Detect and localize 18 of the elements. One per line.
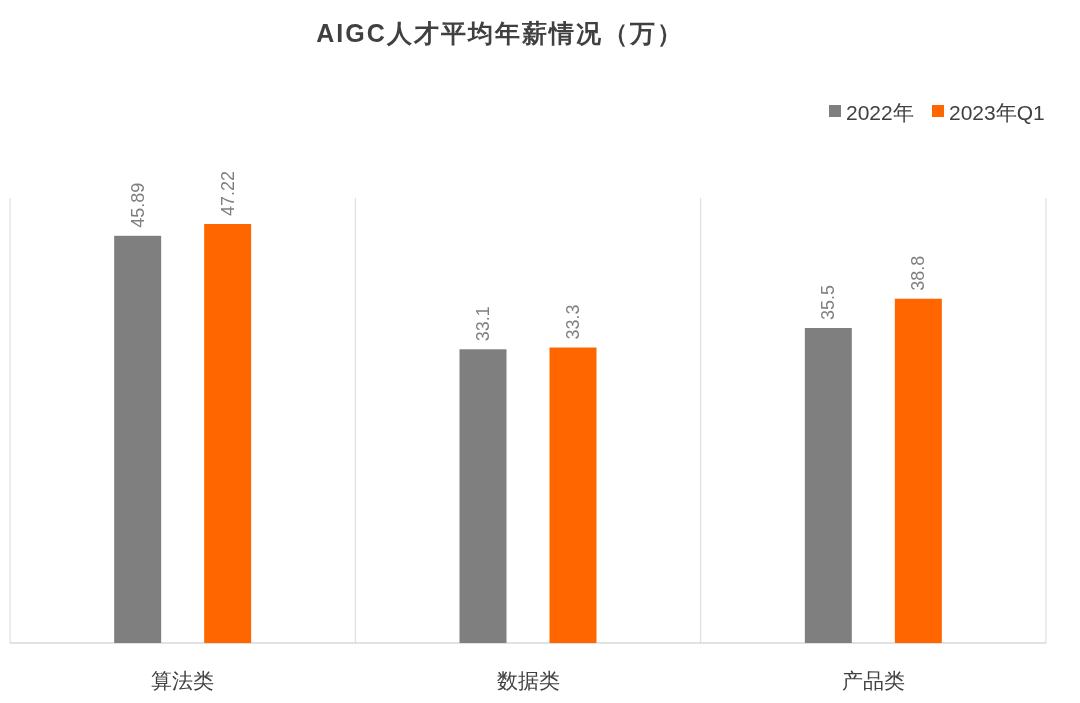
chart-title: AIGC人才平均年薪情况（万） <box>316 19 684 47</box>
x-tick-label: 数据类 <box>496 669 560 692</box>
x-tick-label: 算法类 <box>151 669 215 692</box>
bar <box>459 349 507 643</box>
legend-label: 2023年Q1 <box>949 100 1045 124</box>
data-label: 47.22 <box>217 170 238 216</box>
data-label: 38.8 <box>908 255 929 291</box>
data-label: 45.89 <box>127 182 148 228</box>
bar <box>804 328 852 643</box>
bar <box>894 298 942 643</box>
legend-label: 2022年 <box>846 100 914 124</box>
bar <box>114 235 162 643</box>
bar <box>549 347 597 643</box>
data-label: 35.5 <box>818 284 839 320</box>
data-label: 33.3 <box>563 304 583 340</box>
bar <box>204 224 252 643</box>
data-label: 33.1 <box>473 306 493 342</box>
x-tick-label: 产品类 <box>841 669 905 692</box>
